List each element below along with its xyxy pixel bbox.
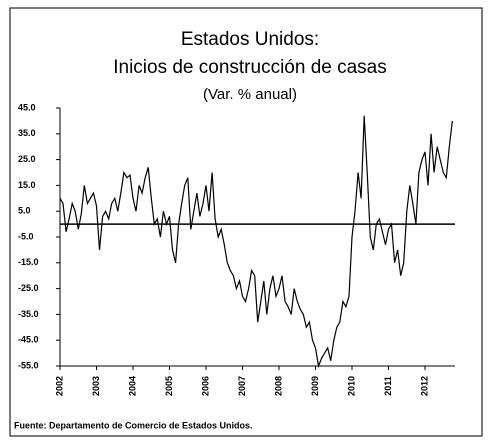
x-tick-label: 2005 (164, 376, 174, 396)
chart-subtitle: (Var. % anual) (203, 86, 297, 103)
x-tick-label: 2002 (54, 376, 64, 396)
chart-title: Estados Unidos: (181, 29, 319, 50)
x-tick-label: 2011 (383, 376, 393, 396)
frame (9, 7, 483, 437)
x-tick-label: 2004 (127, 376, 137, 396)
x-tick-label: 2006 (200, 376, 210, 396)
y-tick-label: -25.0 (18, 283, 39, 293)
y-tick-label: 5.0 (18, 206, 31, 216)
y-tick-label: -35.0 (18, 309, 39, 319)
y-tick-label: -15.0 (18, 257, 39, 267)
y-tick-label: -55.0 (18, 360, 39, 370)
x-tick-label: 2010 (346, 376, 356, 396)
y-tick-label: -45.0 (18, 335, 39, 345)
source: Fuente: Departamento de Comercio de Esta… (14, 420, 253, 430)
line (59, 115, 453, 369)
y-tick-label: 45.0 (18, 102, 36, 112)
y-tick-label: 35.0 (18, 128, 36, 138)
x-tick-label: 2009 (310, 376, 320, 396)
x-tick-label: 2012 (419, 376, 429, 396)
y-tick-label: 15.0 (18, 180, 36, 190)
y-tick-label: 25.0 (18, 154, 36, 164)
x-tick-label: 2003 (91, 376, 101, 396)
x-tick-label: 2008 (273, 376, 283, 396)
x-tick-label: 2007 (237, 376, 247, 396)
chart-subtitle: Inicios de construcción de casas (113, 57, 387, 78)
y-tick-label: -5.0 (18, 231, 34, 241)
